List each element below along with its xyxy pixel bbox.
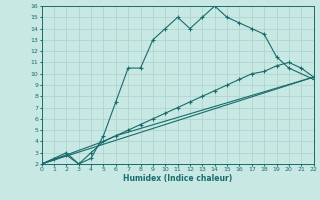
X-axis label: Humidex (Indice chaleur): Humidex (Indice chaleur) [123,174,232,183]
